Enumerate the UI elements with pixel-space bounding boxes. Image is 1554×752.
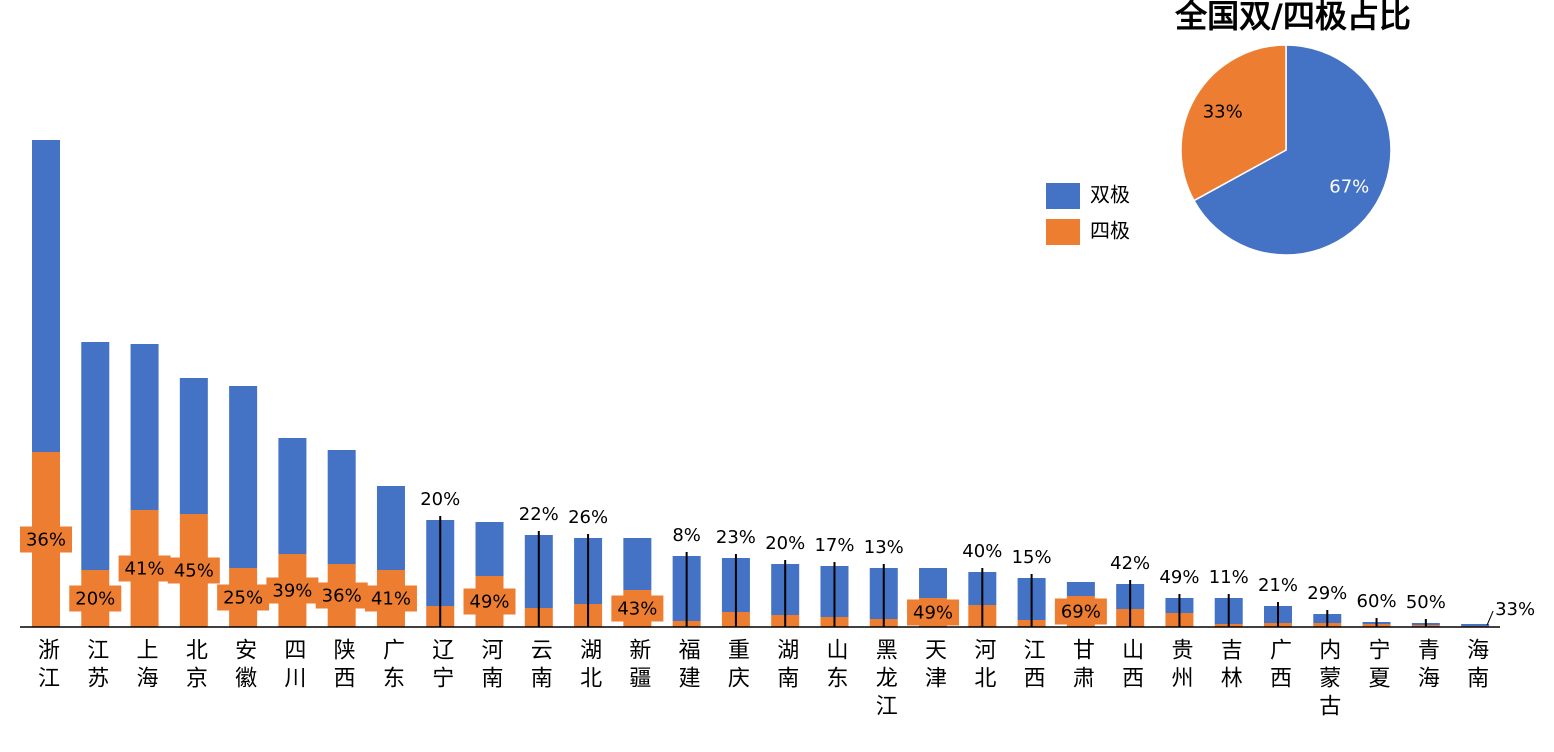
x-tick-label: 天津 xyxy=(921,638,947,694)
label-box xyxy=(20,526,72,553)
label-box xyxy=(118,555,171,582)
label-box xyxy=(167,557,220,584)
bar-segment xyxy=(179,378,208,514)
bar-segment xyxy=(32,140,60,452)
share-label: 42% xyxy=(1110,553,1150,574)
legend-swatch xyxy=(1046,219,1080,245)
bar-segment xyxy=(327,450,356,564)
x-tick-label: 宁夏 xyxy=(1365,638,1391,694)
x-tick-label: 江西 xyxy=(1020,638,1046,694)
x-tick-label: 贵州 xyxy=(1167,638,1193,694)
share-label: 11% xyxy=(1209,567,1249,588)
share-label: 50% xyxy=(1406,592,1446,613)
bar-segment xyxy=(1461,624,1490,626)
share-label: 69% xyxy=(1061,602,1101,623)
pie-slice xyxy=(1180,44,1287,202)
share-label: 49% xyxy=(913,603,953,624)
share-label: 13% xyxy=(864,537,904,558)
bar-segment xyxy=(278,438,307,554)
share-label: 36% xyxy=(26,530,66,551)
share-label: 29% xyxy=(1307,583,1347,604)
label-box xyxy=(611,595,664,622)
share-label: 33% xyxy=(1495,599,1535,620)
x-tick-label: 新疆 xyxy=(625,638,651,694)
x-tick-label: 安徽 xyxy=(231,638,257,694)
x-tick-label: 云南 xyxy=(527,638,552,694)
share-label: 41% xyxy=(371,589,411,610)
x-tick-label: 上海 xyxy=(133,638,159,694)
share-label: 23% xyxy=(716,527,756,548)
label-box xyxy=(463,588,516,615)
legend-swatch xyxy=(1046,183,1080,209)
share-label: 40% xyxy=(962,541,1002,562)
x-tick-label: 山西 xyxy=(1118,638,1143,694)
x-tick-label: 重庆 xyxy=(724,638,750,694)
x-tick-label: 黑龙江 xyxy=(872,638,898,722)
bar-segment xyxy=(919,568,948,598)
share-label: 20% xyxy=(75,589,115,610)
x-tick-label: 海南 xyxy=(1463,638,1489,694)
bar-segment xyxy=(229,386,258,568)
x-tick-label: 江苏 xyxy=(83,638,109,694)
share-label: 8% xyxy=(672,525,701,546)
bar-segment xyxy=(475,522,504,576)
pie-slice xyxy=(1192,44,1392,256)
share-label: 39% xyxy=(272,581,312,602)
share-label: 25% xyxy=(223,588,263,609)
share-label: 26% xyxy=(568,507,608,528)
x-tick-label: 吉林 xyxy=(1217,638,1243,694)
x-tick-label: 四川 xyxy=(280,638,306,694)
share-label: 45% xyxy=(174,561,214,582)
x-tick-label: 辽宁 xyxy=(428,638,454,694)
pie-label: 33% xyxy=(1203,102,1243,123)
x-tick-label: 湖北 xyxy=(576,638,602,694)
share-label: 15% xyxy=(1012,547,1052,568)
bar-segment xyxy=(623,538,652,590)
pie-label: 67% xyxy=(1329,176,1369,197)
share-label: 22% xyxy=(519,504,559,525)
x-tick-label: 浙江 xyxy=(34,638,60,694)
bar-segment xyxy=(81,342,110,570)
bar-segment xyxy=(130,344,159,510)
bar-segment xyxy=(1066,582,1095,596)
x-tick-label: 福建 xyxy=(675,638,701,694)
x-tick-label: 甘肃 xyxy=(1069,638,1095,694)
x-tick-label: 内蒙古 xyxy=(1315,638,1340,722)
label-box xyxy=(907,599,960,626)
legend-label: 双极 xyxy=(1090,183,1130,207)
share-label: 21% xyxy=(1258,575,1298,596)
label-box xyxy=(217,584,270,611)
label-box xyxy=(266,577,319,604)
share-label: 49% xyxy=(1159,567,1199,588)
x-tick-label: 湖南 xyxy=(773,638,799,694)
label-box xyxy=(364,585,417,612)
x-tick-label: 河北 xyxy=(970,638,996,694)
x-tick-label: 山东 xyxy=(822,638,847,694)
pie-title: 全国双/四极占比 xyxy=(1174,0,1411,35)
label-box xyxy=(315,582,368,609)
share-label: 17% xyxy=(814,535,854,556)
label-box xyxy=(69,585,122,612)
share-label: 41% xyxy=(125,559,165,580)
share-label: 43% xyxy=(617,599,657,620)
share-label: 60% xyxy=(1357,591,1397,612)
share-label: 36% xyxy=(322,586,362,607)
label-box xyxy=(1054,598,1107,625)
share-label: 20% xyxy=(420,489,460,510)
x-tick-label: 陕西 xyxy=(330,638,355,694)
x-tick-label: 广西 xyxy=(1266,638,1292,694)
x-tick-label: 青海 xyxy=(1414,638,1440,694)
x-tick-label: 广东 xyxy=(379,638,405,694)
bar-segment xyxy=(376,486,405,570)
share-label: 49% xyxy=(470,592,510,613)
leader-line xyxy=(1486,610,1494,626)
share-label: 20% xyxy=(765,533,805,554)
x-tick-label: 北京 xyxy=(182,638,208,694)
x-tick-label: 河南 xyxy=(478,638,504,694)
legend-label: 四极 xyxy=(1090,219,1130,243)
